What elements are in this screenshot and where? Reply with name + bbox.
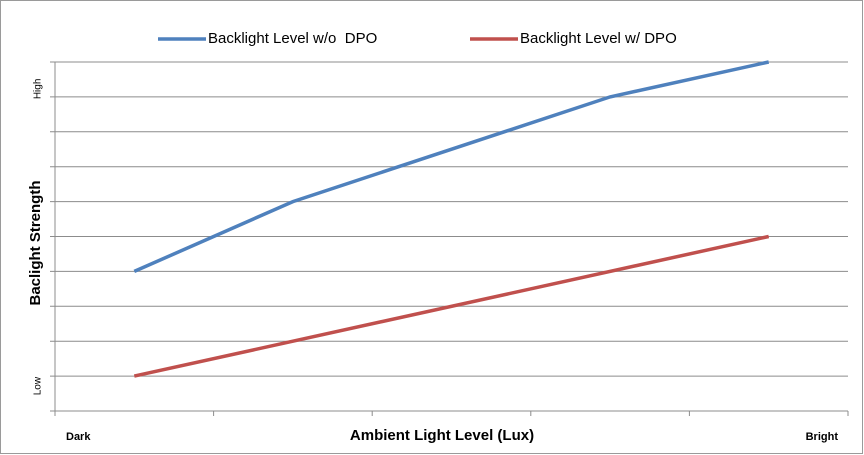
x-axis-label: Ambient Light Level (Lux)	[350, 427, 534, 444]
y-tick-label: Low	[33, 376, 44, 395]
y-tick-label: High	[33, 79, 44, 100]
series-line	[133, 60, 770, 274]
legend-label: Backlight Level w/ DPO	[520, 30, 677, 47]
legend-label: Backlight Level w/o DPO	[208, 30, 377, 47]
series-line	[133, 234, 770, 378]
x-end-label: Bright	[806, 431, 839, 443]
x-end-label: Dark	[66, 431, 91, 443]
y-axis-label: Baclight Strength	[27, 180, 44, 305]
